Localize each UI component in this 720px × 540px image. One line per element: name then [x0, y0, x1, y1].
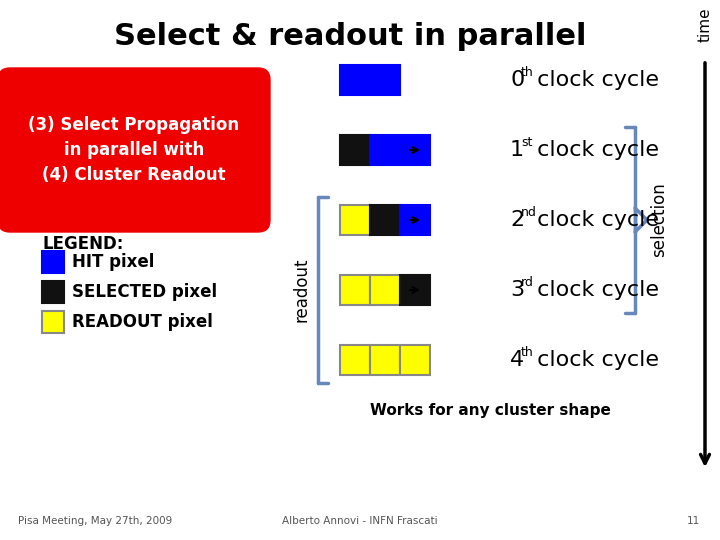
Text: th: th: [521, 66, 534, 79]
Text: time: time: [698, 8, 713, 42]
Bar: [370, 205, 400, 235]
Bar: [370, 275, 400, 305]
Text: Alberto Annovi - INFN Frascati: Alberto Annovi - INFN Frascati: [282, 516, 438, 526]
Text: 2: 2: [510, 210, 524, 230]
Text: HIT pixel: HIT pixel: [72, 253, 154, 271]
Bar: [340, 65, 400, 95]
Bar: [340, 205, 370, 235]
Text: 0: 0: [510, 70, 524, 90]
Text: readout: readout: [293, 258, 311, 322]
Bar: [340, 345, 370, 375]
Text: clock cycle: clock cycle: [530, 140, 659, 160]
Text: clock cycle: clock cycle: [530, 280, 659, 300]
Text: selection: selection: [650, 183, 668, 258]
Text: st: st: [521, 137, 532, 150]
Text: 4: 4: [510, 350, 524, 370]
Text: nd: nd: [521, 206, 537, 219]
Bar: [42, 281, 64, 303]
Text: clock cycle: clock cycle: [530, 350, 659, 370]
Bar: [370, 345, 400, 375]
Text: LEGEND:: LEGEND:: [42, 235, 123, 253]
Text: 11: 11: [687, 516, 700, 526]
Bar: [400, 345, 430, 375]
Text: th: th: [521, 347, 534, 360]
Text: 1: 1: [510, 140, 524, 160]
Text: SELECTED pixel: SELECTED pixel: [72, 283, 217, 301]
FancyBboxPatch shape: [0, 68, 270, 232]
Bar: [400, 205, 430, 235]
Text: clock cycle: clock cycle: [530, 70, 659, 90]
Text: READOUT pixel: READOUT pixel: [72, 313, 213, 331]
Bar: [370, 135, 430, 165]
Bar: [400, 275, 430, 305]
Text: Pisa Meeting, May 27th, 2009: Pisa Meeting, May 27th, 2009: [18, 516, 172, 526]
Bar: [340, 135, 370, 165]
Text: Select & readout in parallel: Select & readout in parallel: [114, 22, 586, 51]
Text: rd: rd: [521, 276, 534, 289]
Text: 3: 3: [510, 280, 524, 300]
Bar: [42, 251, 64, 273]
Bar: [340, 275, 370, 305]
Text: Works for any cluster shape: Works for any cluster shape: [369, 402, 611, 417]
Bar: [42, 311, 64, 333]
Text: clock cycle: clock cycle: [530, 210, 659, 230]
Text: (3) Select Propagation
in parallel with
(4) Cluster Readout: (3) Select Propagation in parallel with …: [28, 116, 240, 184]
